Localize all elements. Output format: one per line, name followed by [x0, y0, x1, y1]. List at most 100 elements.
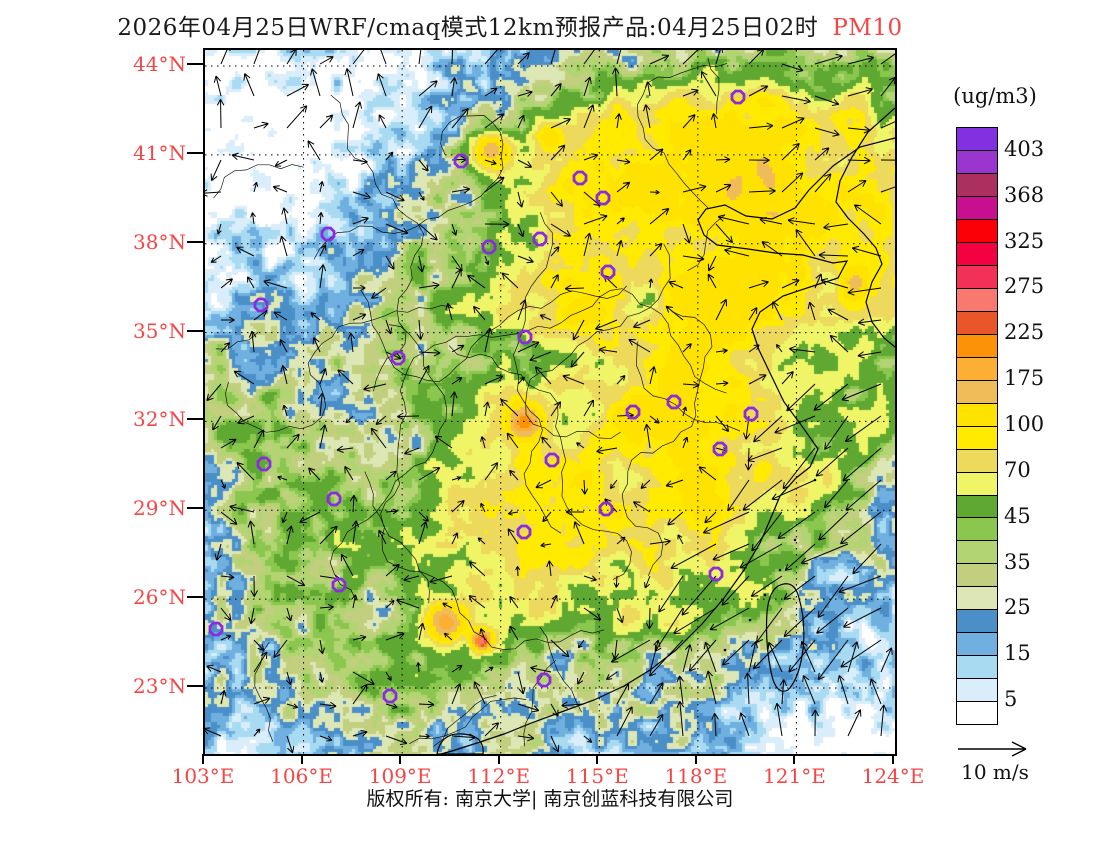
- coastal-island: [763, 593, 767, 597]
- colorbar-cell: [957, 495, 997, 519]
- colorbar-level-label: 225: [1004, 320, 1045, 345]
- city-marker: [712, 441, 728, 457]
- coastal-island: [793, 538, 797, 542]
- city-marker: [600, 264, 616, 280]
- graticule-dotted-gridlines: [205, 50, 895, 754]
- colorbar-cell: [957, 288, 997, 312]
- colorbar-cell: [957, 265, 997, 289]
- lat-axis-label: 23°N: [133, 674, 186, 698]
- coastal-island: [778, 568, 782, 572]
- colorbar-level-label: 325: [1004, 228, 1045, 253]
- lat-axis-tick: [187, 507, 203, 510]
- colorbar-units-label: (ug/m3): [953, 84, 1037, 108]
- wind-vectors: [205, 50, 895, 754]
- colorbar-cell: [957, 357, 997, 381]
- city-marker: [598, 501, 614, 517]
- colorbar-cell: [957, 656, 997, 680]
- city-marker: [453, 153, 469, 169]
- colorbar-cell: [957, 128, 997, 151]
- lat-axis-label: 26°N: [133, 585, 186, 610]
- plot-title-main: 2026年04月25日WRF/cmaq模式12km预报产品:04月25日02时: [117, 15, 819, 41]
- colorbar-level-label: 100: [1004, 412, 1045, 436]
- colorbar-cell: [957, 334, 997, 358]
- lon-axis-label: 115°E: [565, 764, 629, 788]
- colorbar-cell: [957, 702, 997, 725]
- colorbar-cell: [957, 679, 997, 703]
- city-marker: [326, 491, 342, 507]
- wind-legend-label: 10 m/s: [961, 760, 1029, 784]
- lon-axis-tick: [596, 754, 599, 764]
- colorbar-level-label: 15: [1004, 641, 1031, 666]
- city-marker: [516, 524, 532, 540]
- city-marker: [481, 239, 497, 255]
- pm10-concentration-field: [205, 50, 895, 754]
- coastline: [436, 733, 484, 754]
- colorbar-level-label: 45: [1004, 503, 1031, 528]
- lon-axis-label: 118°E: [664, 764, 728, 788]
- colorbar-level-label: 5: [1004, 687, 1018, 712]
- lat-axis-label: 29°N: [133, 496, 186, 521]
- colorbar-level-label: 275: [1004, 274, 1045, 299]
- city-marker: [730, 89, 746, 105]
- wind-scale-arrow-icon: [958, 741, 1027, 757]
- city-marker: [256, 456, 272, 472]
- lon-axis-tick: [300, 754, 303, 764]
- city-marker: [625, 404, 641, 420]
- lat-axis-tick: [187, 240, 203, 243]
- colorbar-level-label: 175: [1004, 366, 1045, 391]
- city-marker: [390, 350, 406, 366]
- lat-axis-tick: [187, 596, 203, 599]
- city-marker: [517, 329, 533, 345]
- city-marker: [253, 297, 269, 313]
- colorbar-cell: [957, 472, 997, 496]
- city-marker: [743, 406, 759, 422]
- colorbar-level-label: 403: [1004, 136, 1045, 161]
- city-marker: [595, 190, 611, 206]
- colorbar-cell: [957, 403, 997, 427]
- lon-axis-label: 124°E: [861, 764, 925, 788]
- city-marker: [708, 566, 724, 582]
- lat-axis-label: 41°N: [133, 140, 186, 165]
- colorbar-cell: [957, 242, 997, 266]
- city-marker: [208, 621, 224, 637]
- province-borders: [213, 57, 741, 747]
- colorbar-level-label: 70: [1004, 457, 1031, 482]
- coastal-island: [748, 618, 752, 622]
- plot-title: 2026年04月25日WRF/cmaq模式12km预报产品:04月25日02时 P…: [0, 8, 1020, 42]
- lon-axis-tick: [497, 754, 500, 764]
- city-marker: [382, 688, 398, 704]
- lon-axis-tick: [399, 754, 402, 764]
- lon-axis-label: 109°E: [368, 764, 432, 788]
- lat-axis-label: 44°N: [133, 52, 186, 76]
- lon-axis-label: 103°E: [171, 764, 235, 788]
- lat-axis-tick: [187, 329, 203, 332]
- lon-axis-tick: [793, 754, 796, 764]
- colorbar-level-label: 35: [1004, 549, 1031, 574]
- lat-axis-label: 35°N: [133, 318, 186, 343]
- lon-axis-tick: [892, 754, 894, 764]
- plot-title-species: PM10: [832, 15, 903, 41]
- lon-axis-tick: [694, 754, 697, 764]
- city-marker: [532, 231, 548, 247]
- coastal-island: [803, 508, 807, 512]
- lat-axis-tick: [187, 418, 203, 421]
- city-marker: [544, 452, 560, 468]
- map-overlay: [205, 50, 895, 754]
- colorbar: [956, 127, 998, 725]
- city-marker: [331, 577, 347, 593]
- lat-axis-label: 32°N: [133, 407, 186, 432]
- lon-axis-tick: [202, 754, 204, 764]
- colorbar-cell: [957, 587, 997, 611]
- colorbar-cell: [957, 564, 997, 588]
- colorbar-cell: [957, 196, 997, 220]
- coastline: [440, 137, 895, 754]
- colorbar-cell: [957, 219, 997, 243]
- lat-axis-label: 38°N: [133, 229, 186, 254]
- colorbar-cell: [957, 449, 997, 473]
- colorbar-cell: [957, 541, 997, 565]
- coastline: [765, 583, 805, 692]
- lon-axis-label: 112°E: [467, 764, 531, 788]
- colorbar-cell: [957, 518, 997, 542]
- colorbar-cell: [957, 311, 997, 335]
